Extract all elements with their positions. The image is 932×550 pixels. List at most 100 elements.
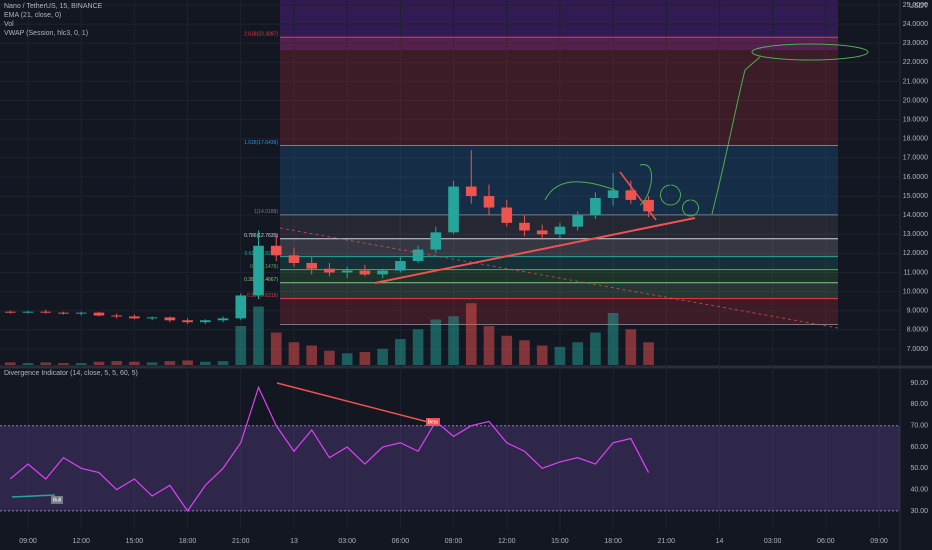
volume-bar — [465, 303, 477, 365]
bear-label: Bear — [428, 419, 439, 425]
divergence-line — [276, 382, 433, 424]
y-tick-label: 12.0000 — [903, 250, 928, 257]
candle-body — [288, 255, 300, 263]
candle-body — [607, 190, 619, 198]
candle-body — [253, 245, 264, 296]
y-tick-label: 16.0000 — [903, 174, 928, 181]
candle-body — [146, 317, 158, 319]
drawing-scribble — [544, 164, 699, 217]
x-tick-label: 03:00 — [338, 538, 356, 545]
indicator-legend: VWAP (Session, hlc3, 0, 1) — [4, 30, 88, 37]
fib-label: 0.5(11.1478) — [250, 264, 278, 270]
trendline — [374, 217, 696, 284]
volume-bar — [483, 326, 495, 365]
oscillator-title: Divergence Indicator (14, close, 5, 5, 6… — [4, 370, 138, 377]
y-tick-label: 11.0000 — [903, 269, 928, 276]
fib-label: 1.618(17.6439) — [244, 140, 278, 146]
x-tick-label: 03:00 — [764, 538, 782, 545]
divergence-line — [11, 494, 56, 498]
volume-bar — [22, 363, 34, 365]
volume-bar — [359, 352, 371, 365]
volume-bar — [93, 361, 105, 365]
fib-zone — [280, 145, 838, 215]
candle-body — [395, 261, 406, 271]
candle-body — [306, 262, 318, 269]
volume-bar — [643, 342, 654, 365]
volume-bar — [4, 362, 16, 365]
x-tick-label: 13 — [290, 538, 298, 545]
candle-body — [93, 312, 105, 316]
volume-bar — [395, 339, 406, 365]
volume-bar — [270, 332, 282, 365]
candle-body — [40, 311, 52, 313]
y-tick-label: 21.0000 — [903, 78, 928, 85]
candle-body — [341, 270, 353, 273]
fib-top-zone — [280, 0, 838, 50]
y-tick-label: 10.0000 — [903, 288, 928, 295]
candle-body — [554, 226, 566, 235]
volume-bar — [129, 361, 140, 365]
candle-body — [359, 270, 371, 275]
fib-zone — [280, 37, 838, 146]
x-tick-label: 21:00 — [658, 538, 676, 545]
volume-bar — [217, 361, 229, 365]
x-tick-label: 18:00 — [179, 538, 197, 545]
y-tick-label: 7.0000 — [907, 346, 929, 353]
y-tick-label: 90.00 — [910, 380, 928, 387]
x-tick-label: 15:00 — [551, 538, 569, 545]
volume-bar — [501, 335, 513, 365]
candle-body — [483, 196, 495, 208]
candle-body — [465, 186, 477, 197]
y-tick-label: 14.0000 — [903, 212, 928, 219]
volume-bar — [554, 346, 566, 365]
volume-bar — [306, 345, 318, 365]
volume-bar — [324, 350, 335, 365]
currency-label: USDT — [909, 3, 929, 10]
fib-zone — [280, 256, 838, 270]
x-tick-label: 15:00 — [126, 538, 144, 545]
x-tick-label: 21:00 — [232, 538, 250, 545]
volume-bar — [519, 340, 530, 365]
volume-bar — [58, 363, 69, 365]
candle-body — [572, 215, 583, 227]
symbol-title: Nano / TetherUS, 15, BINANCE — [4, 3, 103, 10]
oscillator-line — [9, 385, 650, 512]
candle-body — [182, 320, 193, 323]
candle-body — [58, 312, 69, 314]
y-tick-label: 20.0000 — [903, 97, 928, 104]
y-tick-label: 30.00 — [910, 508, 928, 515]
candle-body — [217, 318, 229, 321]
y-tick-label: 80.00 — [910, 401, 928, 408]
volume-bar — [200, 361, 211, 365]
candle-body — [270, 245, 282, 256]
y-tick-label: 17.0000 — [903, 155, 928, 162]
volume-bar — [625, 329, 637, 365]
y-tick-label: 19.0000 — [903, 116, 928, 123]
candle-body — [111, 315, 122, 317]
y-tick-label: 23.0000 — [903, 40, 928, 47]
bull-label: Bull — [53, 497, 61, 503]
indicator-legend: Vol — [4, 21, 14, 28]
candle-body — [377, 270, 388, 275]
volume-bar — [572, 342, 583, 365]
volume-bar — [75, 363, 87, 365]
y-tick-label: 15.0000 — [903, 193, 928, 200]
x-tick-label: 06:00 — [392, 538, 410, 545]
drawing-arrow — [711, 56, 761, 215]
y-tick-label: 13.0000 — [903, 231, 928, 238]
x-tick-label: 09:00 — [445, 538, 463, 545]
y-tick-label: 60.00 — [910, 444, 928, 451]
fib-label: 0.236(9.6319) — [247, 293, 278, 299]
volume-bar — [341, 353, 353, 365]
volume-bar — [448, 316, 459, 365]
volume-bar — [412, 329, 424, 365]
candle-body — [164, 317, 176, 321]
candle-body — [448, 186, 459, 233]
y-tick-label: 40.00 — [910, 486, 928, 493]
candle-body — [235, 295, 247, 319]
fib-label: 1(14.0188) — [254, 209, 279, 215]
bear-label-box — [426, 418, 440, 426]
fib-zone — [280, 282, 838, 299]
volume-bar — [146, 362, 158, 365]
x-tick-label: 06:00 — [817, 538, 835, 545]
